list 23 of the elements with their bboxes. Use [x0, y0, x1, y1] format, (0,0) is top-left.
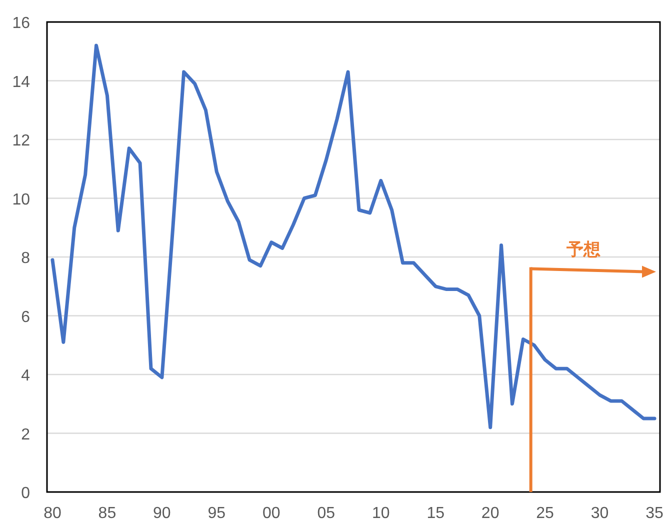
x-tick-label: 95 [208, 505, 226, 522]
y-tick-label: 6 [21, 308, 30, 326]
x-tick-label: 25 [536, 505, 554, 522]
line-series [50, 44, 656, 430]
y-tick-label: 8 [21, 250, 30, 267]
x-tick-label: 10 [372, 505, 390, 522]
x-tick-label: 85 [98, 505, 116, 522]
x-tick-label: 05 [317, 505, 336, 522]
x-tick-label: 20 [481, 505, 500, 522]
y-tick-label: 0 [21, 485, 30, 502]
x-tick-label: 80 [44, 505, 62, 522]
y-tick-label: 4 [21, 368, 30, 384]
y-tick-label: 12 [12, 132, 30, 150]
y-tick-label: 16 [12, 15, 30, 32]
x-tick-label: 15 [426, 505, 445, 522]
y-tick-label: 2 [21, 426, 30, 444]
x-tick-label: 90 [153, 505, 171, 522]
x-tick-label: 30 [590, 505, 609, 522]
x-tick-label: 00 [262, 505, 280, 522]
y-tick-label: 14 [12, 74, 30, 91]
x-tick-label: 35 [646, 505, 664, 522]
y-tick-label: 10 [12, 191, 30, 208]
ref-line-label: 予想 [565, 240, 602, 259]
